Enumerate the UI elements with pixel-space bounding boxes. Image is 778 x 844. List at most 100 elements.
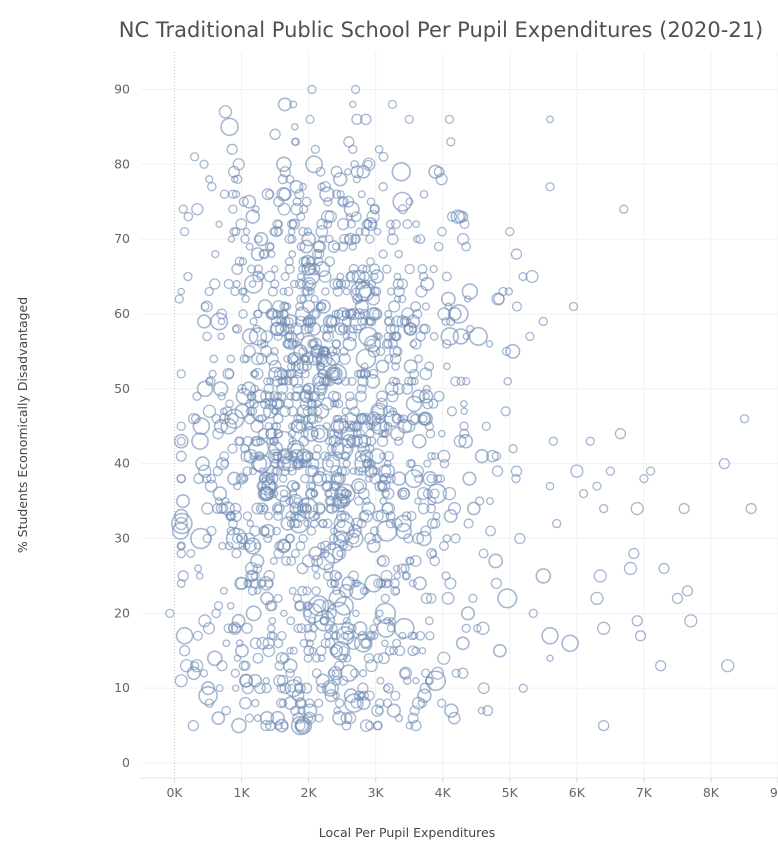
data-point (378, 182, 388, 192)
data-point (308, 595, 330, 617)
data-point (303, 653, 313, 663)
data-point (295, 541, 306, 551)
data-point (364, 474, 373, 483)
data-point (354, 299, 369, 314)
data-point (301, 262, 316, 276)
data-point (358, 690, 369, 701)
data-point (353, 433, 369, 449)
data-point (303, 623, 313, 633)
data-point (342, 540, 353, 552)
data-point (628, 547, 640, 560)
data-point (342, 654, 352, 663)
data-point (375, 359, 390, 374)
data-point (266, 242, 275, 251)
data-point (271, 502, 285, 515)
data-point (248, 673, 263, 688)
data-point (300, 334, 319, 353)
data-point (376, 555, 387, 566)
data-point (272, 413, 284, 425)
data-point (217, 392, 226, 401)
data-point (344, 489, 353, 498)
data-point (441, 317, 451, 326)
data-point (408, 579, 417, 588)
data-point (261, 474, 271, 483)
data-point (344, 693, 364, 713)
data-point (297, 585, 308, 596)
data-point (276, 683, 286, 693)
data-point (264, 488, 275, 499)
data-point (320, 540, 332, 552)
data-point (174, 294, 184, 304)
data-point (324, 623, 334, 633)
data-point (375, 397, 388, 410)
data-point (234, 256, 245, 267)
data-point (392, 564, 401, 573)
data-point (552, 518, 562, 529)
data-point (304, 629, 317, 642)
data-point (376, 390, 388, 403)
data-point (422, 384, 431, 393)
data-point (351, 421, 361, 431)
data-point (310, 144, 320, 154)
data-point (190, 527, 212, 550)
data-point (269, 556, 278, 565)
data-point (461, 377, 471, 386)
data-point (313, 572, 321, 580)
data-point (280, 377, 289, 386)
data-point (268, 436, 278, 446)
data-point (242, 542, 251, 550)
data-point (350, 280, 372, 303)
data-point (518, 271, 528, 282)
data-point (405, 556, 415, 566)
data-point (324, 689, 338, 703)
data-point (253, 542, 262, 550)
data-point (285, 174, 295, 184)
data-point (224, 541, 234, 551)
data-point (438, 540, 449, 551)
data-point (316, 551, 336, 571)
data-point (296, 272, 305, 281)
data-point (425, 593, 437, 604)
data-point (298, 265, 306, 273)
data-point (378, 249, 388, 259)
data-point (299, 459, 308, 468)
data-point (298, 204, 309, 214)
data-point (165, 608, 175, 618)
data-point (468, 593, 478, 604)
data-point (176, 473, 186, 484)
data-point (427, 518, 438, 529)
data-point (369, 448, 385, 465)
data-point (362, 497, 371, 505)
data-point (355, 390, 367, 403)
data-point (485, 525, 496, 537)
data-point (380, 463, 396, 479)
data-point (290, 374, 304, 388)
data-point (380, 593, 391, 604)
data-point (226, 354, 236, 364)
data-point (226, 602, 235, 610)
data-point (280, 310, 289, 318)
data-point (419, 323, 431, 335)
data-point (209, 354, 219, 364)
data-point (176, 548, 187, 559)
data-point (415, 630, 426, 641)
data-point (306, 256, 317, 267)
data-point (477, 682, 490, 695)
data-point (270, 321, 285, 336)
data-point (246, 570, 258, 582)
data-point (463, 518, 474, 529)
data-point (401, 571, 412, 581)
data-point (285, 510, 296, 522)
data-point (273, 511, 284, 522)
data-point (249, 452, 257, 460)
data-point (350, 668, 360, 678)
data-point (257, 504, 266, 513)
data-point (333, 520, 355, 542)
data-point (259, 579, 267, 588)
data-point (525, 269, 539, 284)
data-point (188, 413, 200, 425)
data-point (279, 166, 291, 178)
data-point (350, 697, 362, 709)
data-point (177, 542, 186, 550)
data-point (276, 156, 292, 173)
